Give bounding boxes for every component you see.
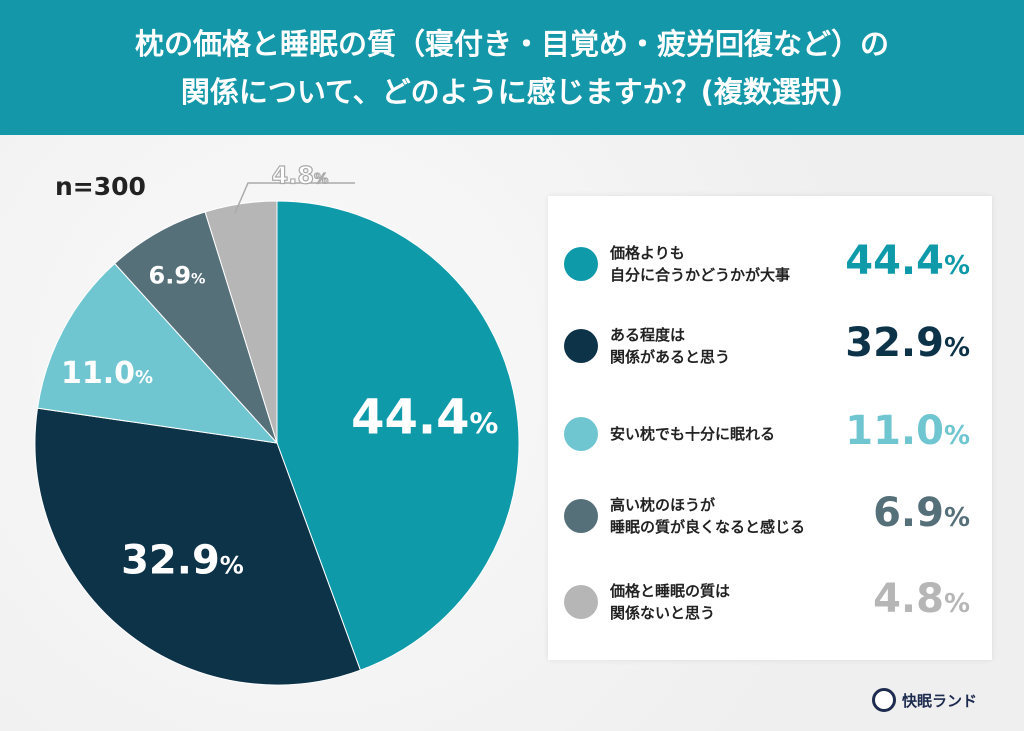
chart-title: 枕の価格と睡眠の質（寝付き・目覚め・疲労回復など）の 関係について、どのように感… xyxy=(0,0,1024,135)
legend-value: 6.9% xyxy=(873,490,970,536)
pie-slice xyxy=(204,200,278,444)
legend-item: 価格よりも 自分に合うかどうかが大事 44.4% xyxy=(548,224,992,304)
legend-label: 高い枕のほうが 睡眠の質が良くなると感じる xyxy=(610,496,806,536)
legend: 価格よりも 自分に合うかどうかが大事 44.4% ある程度は 関係があると思う 32.… xyxy=(548,196,992,660)
legend-value: 11.0% xyxy=(845,408,970,454)
title-line-2: 関係について、どのように感じますか？(複数選択) xyxy=(180,75,844,109)
slice-label: 6.9% xyxy=(149,261,206,289)
legend-swatch xyxy=(564,247,598,281)
legend-swatch xyxy=(564,329,598,363)
slice-label: 44.4% xyxy=(351,390,498,446)
legend-label: 価格よりも 自分に合うかどうかが大事 xyxy=(610,244,791,284)
leader-line xyxy=(234,182,355,214)
legend-value: 32.9% xyxy=(845,320,970,366)
legend-label: 価格と睡眠の質は 関係ないと思う xyxy=(610,582,731,622)
pie-chart: 44.4% 32.9% 11.0% 6.9% 4.8% xyxy=(34,161,520,686)
slice-label: 32.9% xyxy=(121,538,244,584)
legend-value: 4.8% xyxy=(873,576,970,622)
legend-item: 安い枕でも十分に眠れる 11.0% xyxy=(548,394,992,474)
brand-logo: 快眠ランド xyxy=(872,688,977,712)
legend-label: ある程度は 関係があると思う xyxy=(610,326,731,366)
sample-size: n=300 xyxy=(55,172,146,201)
legend-swatch xyxy=(564,499,598,533)
pie-slice xyxy=(34,407,362,686)
slice-label: 11.0% xyxy=(61,356,153,391)
legend-item: 高い枕のほうが 睡眠の質が良くなると感じる 6.9% xyxy=(548,476,992,556)
legend-item: 価格と睡眠の質は 関係ないと思う 4.8% xyxy=(548,562,992,642)
brand-name: 快眠ランド xyxy=(902,691,978,710)
pie-slice xyxy=(36,262,279,444)
legend-label: 安い枕でも十分に眠れる xyxy=(610,425,776,443)
legend-swatch xyxy=(564,417,598,451)
pie-slice xyxy=(113,211,278,444)
slice-label: 4.8% xyxy=(272,161,329,189)
pie-slice xyxy=(276,200,520,671)
legend-value: 44.4% xyxy=(845,238,970,284)
logo-icon xyxy=(872,688,896,712)
title-line-1: 枕の価格と睡眠の質（寝付き・目覚め・疲労回復など）の xyxy=(134,27,889,61)
legend-swatch xyxy=(564,585,598,619)
legend-item: ある程度は 関係があると思う 32.9% xyxy=(548,306,992,386)
